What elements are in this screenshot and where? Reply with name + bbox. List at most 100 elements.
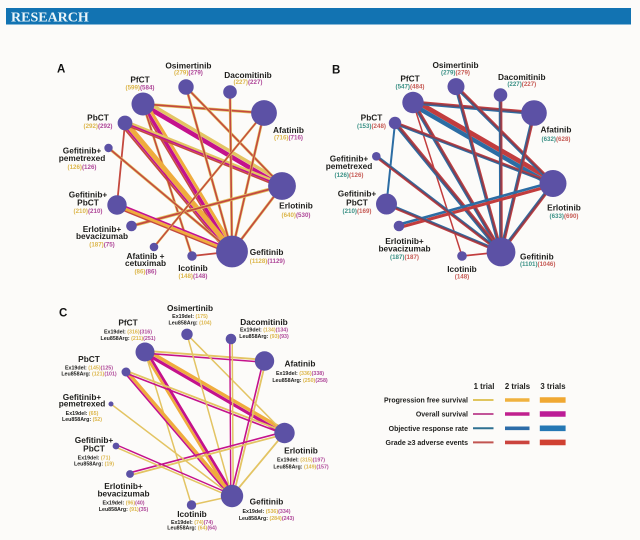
svg-text:(148): (148) (455, 273, 469, 280)
svg-text:C: C (59, 308, 67, 320)
svg-text:Leu858Arg: (52): Leu858Arg: (52) (62, 417, 102, 423)
svg-text:Leu858Arg: (104): Leu858Arg: (104) (169, 320, 212, 326)
svg-text:RESEARCH: RESEARCH (11, 11, 89, 26)
svg-text:(279)(279): (279)(279) (441, 69, 470, 76)
svg-text:Icotinib: Icotinib (178, 263, 208, 273)
svg-text:Dacomitinib: Dacomitinib (498, 72, 545, 82)
svg-text:(633)(690): (633)(690) (550, 213, 579, 220)
svg-text:Gefitinib+: Gefitinib+ (63, 145, 102, 155)
svg-text:Ex19del: (175): Ex19del: (175) (172, 314, 208, 320)
svg-text:3 trials: 3 trials (540, 382, 566, 391)
svg-text:Gefitinib+: Gefitinib+ (63, 392, 102, 402)
svg-text:Gefitinib: Gefitinib (520, 252, 554, 262)
svg-text:Leu858Arg: (64)(64): Leu858Arg: (64)(64) (167, 526, 217, 532)
svg-text:Ex19del: (145)(125): Ex19del: (145)(125) (65, 365, 113, 371)
svg-text:Ex19del: (315)(197): Ex19del: (315)(197) (277, 458, 325, 464)
svg-text:(153)(248): (153)(248) (357, 123, 386, 130)
svg-text:(716)(716): (716)(716) (274, 135, 303, 142)
svg-text:pemetrexed: pemetrexed (326, 161, 373, 171)
svg-text:Ex19del: (71): Ex19del: (71) (78, 456, 111, 462)
svg-text:Ex19del: (316)(316): Ex19del: (316)(316) (104, 330, 152, 336)
svg-text:(632)(628): (632)(628) (542, 136, 571, 143)
svg-text:Leu858Arg: (211)(251): Leu858Arg: (211)(251) (100, 336, 155, 342)
svg-text:(210)(169): (210)(169) (343, 208, 372, 215)
svg-text:Overall survival: Overall survival (416, 412, 468, 419)
svg-text:Dacomitinib: Dacomitinib (240, 317, 287, 327)
svg-text:Leu858Arg: (19): Leu858Arg: (19) (74, 461, 114, 467)
svg-text:(1101)(1046): (1101)(1046) (520, 261, 555, 268)
svg-text:Afatinib: Afatinib (273, 125, 304, 135)
svg-text:(599)(584): (599)(584) (126, 84, 155, 91)
svg-text:Grade ≥3 adverse events: Grade ≥3 adverse events (386, 440, 469, 447)
svg-text:PbCT: PbCT (83, 444, 105, 454)
svg-text:(86)(86): (86)(86) (134, 269, 156, 276)
svg-text:Osimertinib: Osimertinib (165, 60, 211, 70)
svg-text:B: B (332, 65, 340, 77)
svg-text:Ex19del: (336)(338): Ex19del: (336)(338) (276, 371, 324, 377)
svg-text:Ex19del: (96)(40): Ex19del: (96)(40) (102, 501, 144, 507)
svg-text:Erlotinib: Erlotinib (284, 446, 318, 456)
svg-text:A: A (57, 64, 65, 76)
svg-text:PbCT: PbCT (346, 197, 368, 207)
svg-text:Objective response rate: Objective response rate (389, 426, 468, 433)
svg-text:pemetrexed: pemetrexed (59, 399, 106, 409)
svg-text:Ex19del: (536)(334): Ex19del: (536)(334) (242, 509, 290, 515)
svg-text:(187)(75): (187)(75) (89, 242, 114, 249)
svg-text:Dacomitinib: Dacomitinib (224, 70, 271, 80)
svg-text:Osimertinib: Osimertinib (167, 303, 213, 313)
svg-text:(126)(126): (126)(126) (335, 172, 364, 179)
svg-text:Gefitinib: Gefitinib (250, 247, 284, 257)
svg-text:(187)(187): (187)(187) (390, 254, 419, 261)
svg-text:Gefitinib+: Gefitinib+ (75, 435, 114, 445)
svg-text:Ex19del: (74)(74): Ex19del: (74)(74) (171, 520, 213, 526)
svg-text:(227)(227): (227)(227) (507, 81, 536, 88)
svg-text:PfCT: PfCT (400, 73, 419, 83)
svg-text:2 trials: 2 trials (505, 382, 531, 391)
svg-text:Erlotinib: Erlotinib (547, 202, 581, 212)
svg-text:Gefitinib+: Gefitinib+ (330, 154, 369, 164)
svg-text:PfCT: PfCT (118, 317, 137, 327)
svg-text:(279)(279): (279)(279) (174, 70, 203, 77)
svg-text:PfCT: PfCT (130, 74, 149, 84)
svg-text:PbCT: PbCT (77, 198, 99, 208)
svg-text:(1128)(1129): (1128)(1129) (250, 258, 285, 265)
svg-text:bevacizumab: bevacizumab (97, 489, 149, 499)
svg-text:Osimertinib: Osimertinib (432, 60, 478, 70)
svg-text:(640)(530): (640)(530) (282, 212, 311, 219)
svg-text:Leu858Arg: (91)(35): Leu858Arg: (91)(35) (99, 507, 149, 513)
svg-text:Icotinib: Icotinib (447, 264, 477, 274)
svg-text:(148)(148): (148)(148) (179, 273, 208, 280)
svg-text:PbCT: PbCT (361, 113, 383, 123)
svg-text:Afatinib +: Afatinib + (126, 251, 164, 261)
svg-text:cetuximab: cetuximab (125, 258, 166, 268)
svg-text:Erlotinib+: Erlotinib+ (104, 481, 143, 491)
svg-text:1 trial: 1 trial (474, 382, 495, 391)
svg-text:bevacizumab: bevacizumab (378, 244, 430, 254)
svg-text:Leu858Arg: (93)(93): Leu858Arg: (93)(93) (239, 334, 289, 340)
svg-text:(292)(292): (292)(292) (84, 123, 113, 130)
svg-text:(126)(126): (126)(126) (68, 164, 97, 171)
svg-text:Gefitinib: Gefitinib (250, 497, 284, 507)
svg-text:(227)(227): (227)(227) (234, 79, 263, 86)
svg-text:(210)(210): (210)(210) (74, 208, 103, 215)
svg-text:Leu858Arg: (284)(243): Leu858Arg: (284)(243) (239, 516, 295, 522)
svg-text:Afatinib: Afatinib (285, 359, 316, 369)
svg-text:PbCT: PbCT (78, 354, 100, 364)
svg-text:Erlotinib+: Erlotinib+ (385, 236, 424, 246)
svg-text:pemetrexed: pemetrexed (59, 153, 106, 163)
svg-text:(547)(484): (547)(484) (396, 83, 425, 90)
svg-text:Ex19del: (134)(134): Ex19del: (134)(134) (240, 328, 288, 334)
svg-text:Progression free survival: Progression free survival (384, 398, 468, 405)
svg-text:bevacizumab: bevacizumab (76, 231, 128, 241)
svg-text:Icotinib: Icotinib (177, 509, 207, 519)
svg-text:Erlotinib: Erlotinib (279, 201, 313, 211)
svg-text:Gefitinib+: Gefitinib+ (338, 189, 377, 199)
svg-text:Leu858Arg: (121)(101): Leu858Arg: (121)(101) (61, 372, 117, 378)
svg-text:Leu858Arg: (250)(258): Leu858Arg: (250)(258) (272, 378, 328, 384)
svg-text:Ex19del: (65): Ex19del: (65) (66, 411, 99, 417)
svg-text:Gefitinib+: Gefitinib+ (69, 190, 108, 200)
svg-text:Erlotinib+: Erlotinib+ (83, 224, 122, 234)
svg-text:PbCT: PbCT (87, 113, 109, 123)
svg-text:Afatinib: Afatinib (541, 125, 572, 135)
svg-text:Leu858Arg: (149)(157): Leu858Arg: (149)(157) (273, 464, 329, 470)
